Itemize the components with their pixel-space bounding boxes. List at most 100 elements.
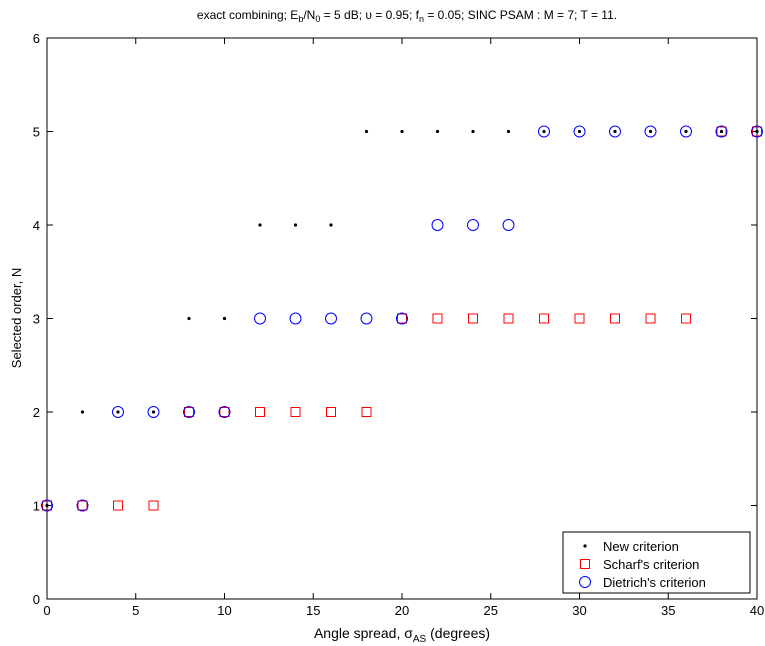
data-point-square: [42, 500, 52, 511]
data-point-circle: [538, 125, 550, 138]
chart-title: exact combining; Eb/N0 = 5 dB; υ = 0.95;…: [197, 8, 617, 24]
data-point-dot: [755, 129, 759, 134]
data-point-dot: [506, 129, 511, 134]
legend-box: [562, 531, 751, 594]
data-point-circle: [644, 125, 657, 138]
y-axis-label: Selected order, N: [9, 268, 24, 368]
series-circle: [41, 125, 763, 512]
data-point-dot: [45, 503, 49, 508]
data-point-square: [574, 313, 585, 324]
data-point-dot: [471, 129, 475, 134]
x-tick-label: 0: [43, 603, 50, 618]
data-point-dot: [151, 410, 156, 414]
data-point-dot: [293, 223, 298, 227]
data-point-square: [219, 407, 230, 417]
data-point-dot: [80, 410, 85, 414]
legend-item: Dietrich's criterion: [579, 575, 706, 590]
data-point-square: [255, 407, 265, 417]
legend-label: New criterion: [603, 539, 679, 554]
x-tick-label: 40: [750, 603, 764, 618]
x-axis-label: Angle spread, σAS (degrees): [314, 625, 490, 645]
data-point-square: [503, 313, 514, 324]
data-point-square: [326, 407, 336, 417]
x-axis-ticks: 0 5 10 15 20 25 30 35 40: [43, 38, 764, 618]
data-point-circle: [41, 499, 53, 512]
y-tick-label: 6: [33, 31, 40, 46]
data-point-square: [290, 407, 301, 417]
data-point-dot: [435, 129, 440, 134]
data-point-square: [716, 126, 727, 137]
data-point-square: [539, 313, 549, 324]
data-point-dot: [329, 223, 333, 227]
legend-marker-circle: [579, 576, 591, 588]
data-point-square: [610, 313, 620, 324]
x-tick-label: 15: [306, 603, 320, 618]
data-point-square: [752, 126, 762, 137]
data-point-dot: [648, 129, 653, 134]
data-point-dot: [364, 129, 369, 134]
data-point-dot: [258, 223, 262, 227]
data-point-circle: [76, 499, 89, 512]
data-point-circle: [396, 312, 408, 325]
legend-marker-square: [580, 559, 590, 569]
data-point-dot: [116, 410, 120, 414]
data-point-dot: [577, 129, 582, 134]
y-tick-label: 2: [33, 405, 40, 420]
y-tick-label: 3: [33, 312, 40, 327]
legend-item: Scharf's criterion: [580, 557, 699, 572]
x-tick-label: 5: [132, 603, 139, 618]
x-tick-label: 10: [217, 603, 231, 618]
data-point-circle: [573, 125, 586, 138]
data-point-square: [432, 313, 443, 324]
x-tick-label: 30: [572, 603, 586, 618]
data-point-dot: [400, 129, 404, 134]
data-point-square: [148, 500, 159, 511]
data-point-dot: [542, 129, 546, 134]
data-point-dot: [719, 129, 724, 134]
data-point-circle: [254, 312, 266, 325]
data-point-square: [361, 407, 372, 417]
data-point-circle: [112, 406, 124, 418]
y-tick-label: 1: [33, 499, 40, 514]
data-point-circle: [502, 219, 515, 231]
data-point-dot: [187, 316, 191, 321]
data-point-square: [77, 500, 88, 511]
data-point-circle: [360, 312, 373, 325]
y-tick-label: 5: [33, 125, 40, 140]
data-point-circle: [183, 406, 195, 418]
data-point-square: [468, 313, 478, 324]
x-tick-label: 25: [484, 603, 498, 618]
chart-marks: [41, 125, 763, 512]
legend-item: New criterion: [583, 539, 679, 554]
data-point-circle: [147, 406, 160, 418]
data-point-square: [645, 313, 656, 324]
y-tick-label: 0: [33, 592, 40, 607]
x-tick-label: 20: [395, 603, 409, 618]
series-dot: [45, 129, 759, 508]
data-point-dot: [613, 129, 617, 134]
plot-area: [46, 37, 758, 600]
x-tick-label: 35: [661, 603, 675, 618]
data-point-dot: [684, 129, 688, 134]
legend: New criterion Scharf's criterion Dietrich'…: [562, 531, 751, 594]
legend-label: Dietrich's criterion: [603, 575, 706, 590]
legend-marker-dot: [583, 544, 587, 548]
series-square: [42, 126, 762, 511]
data-point-circle: [751, 125, 763, 138]
data-point-circle: [431, 219, 444, 231]
y-tick-label: 4: [33, 218, 40, 233]
y-axis-ticks: 0 1 2 3 4 5 6: [33, 31, 757, 607]
data-point-square: [113, 500, 123, 511]
data-point-circle: [609, 125, 621, 138]
data-point-square: [397, 313, 407, 324]
data-point-circle: [325, 312, 337, 325]
data-point-dot: [222, 316, 227, 321]
data-point-circle: [715, 125, 728, 138]
data-point-circle: [467, 219, 479, 231]
legend-label: Scharf's criterion: [603, 557, 699, 572]
data-point-circle: [680, 125, 692, 138]
data-point-circle: [289, 312, 302, 325]
data-point-square: [681, 313, 691, 324]
data-point-square: [184, 407, 194, 417]
